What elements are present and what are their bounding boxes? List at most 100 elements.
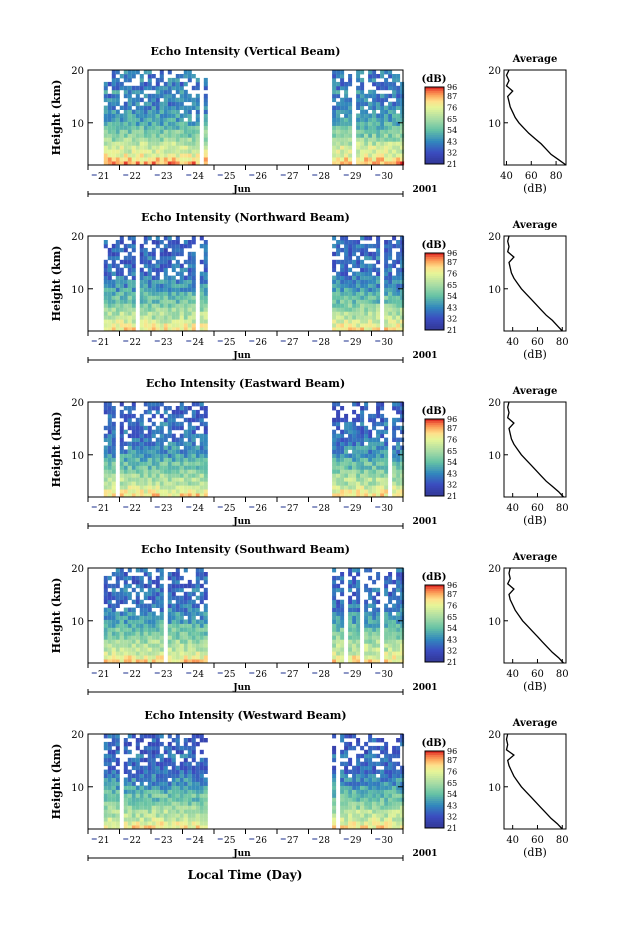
heatmap-cell: [400, 651, 405, 656]
heatmap-cell: [119, 639, 124, 644]
heatmap-cell: [119, 145, 124, 150]
heatmap-cell: [127, 327, 132, 332]
heatmap-cell: [155, 631, 160, 636]
heatmap-cell: [183, 323, 188, 328]
heatmap-cell: [368, 437, 373, 442]
heatmap-cell: [123, 93, 128, 99]
heatmap-cell: [372, 599, 377, 605]
heatmap-cell: [348, 157, 353, 162]
colorbar-tick-label: 96: [447, 747, 457, 756]
heatmap-cell: [143, 635, 148, 640]
heatmap-cell: [388, 129, 393, 134]
heatmap-cell: [332, 461, 337, 466]
heatmap-cell: [135, 797, 140, 802]
heatmap-cell: [199, 283, 204, 288]
profile-line: [505, 733, 563, 830]
heatmap-cell: [191, 85, 196, 91]
heatmap-cell: [392, 453, 397, 458]
heatmap-cell: [147, 469, 152, 474]
heatmap-cell: [159, 113, 164, 118]
heatmap-cell: [123, 805, 128, 810]
heatmap-cell: [199, 433, 204, 439]
heatmap-cell: [400, 583, 405, 589]
heatmap-cell: [203, 283, 208, 288]
heatmap-cell: [388, 109, 393, 114]
heatmap-cell: [107, 809, 112, 814]
heatmap-cell: [127, 813, 132, 818]
heatmap-cell: [376, 251, 381, 257]
heatmap-cell: [203, 295, 208, 300]
heatmap-cell: [123, 283, 128, 288]
heatmap-cell: [115, 579, 120, 585]
heatmap-cell: [139, 773, 144, 778]
heatmap-cell: [203, 271, 208, 276]
heatmap-cell: [143, 125, 148, 130]
heatmap-cell: [392, 445, 397, 450]
heatmap-cell: [191, 307, 196, 312]
heatmap-cell: [400, 97, 405, 103]
heatmap-cell: [364, 445, 369, 450]
heatmap-cell: [163, 489, 168, 494]
heatmap-cell: [171, 323, 176, 328]
heatmap-cell: [388, 157, 393, 162]
heatmap-cell: [111, 307, 116, 312]
heatmap-cell: [183, 793, 188, 798]
heatmap-cell: [191, 738, 196, 743]
heatmap-cell: [175, 738, 180, 743]
x-tick-label: 22: [130, 338, 141, 348]
heatmap-cell: [340, 287, 345, 292]
heatmap-cell: [171, 149, 176, 154]
heatmap-cell: [123, 129, 128, 134]
heatmap-cell: [175, 789, 180, 794]
heatmap-cell: [107, 655, 112, 660]
heatmap-cell: [135, 445, 140, 450]
heatmap-cell: [107, 457, 112, 462]
heatmap-cell: [332, 267, 337, 273]
heatmap-cell: [115, 749, 120, 755]
colorbar-band: [425, 756, 444, 760]
heatmap-cell: [388, 295, 393, 300]
heatmap-cell: [400, 402, 405, 407]
heatmap-cell: [175, 457, 180, 462]
heatmap-cell: [183, 659, 188, 664]
heatmap-cell: [392, 279, 397, 284]
heatmap-cell: [147, 263, 152, 269]
heatmap-cell: [103, 457, 108, 462]
heatmap-cell: [400, 773, 405, 778]
heatmap-cell: [103, 327, 108, 332]
heatmap-cell: [384, 777, 389, 782]
heatmap-cell: [147, 623, 152, 628]
heatmap-cell: [171, 465, 176, 470]
heatmap-cell: [364, 777, 369, 782]
heatmap-cell: [203, 279, 208, 284]
heatmap-cell: [344, 307, 349, 312]
heatmap-cell: [396, 485, 401, 490]
heatmap-cell: [179, 595, 184, 601]
heatmap-cell: [143, 607, 148, 612]
heatmap-cell: [364, 481, 369, 486]
heatmap-cell: [115, 817, 120, 822]
heatmap-cell: [115, 647, 120, 652]
heatmap-cell: [139, 441, 144, 446]
heatmap-cell: [175, 639, 180, 644]
colorbar-band: [425, 125, 444, 128]
heatmap-cell: [372, 97, 377, 103]
heatmap-cell: [372, 445, 377, 450]
heatmap-cell: [380, 781, 385, 786]
heatmap-cell: [171, 255, 176, 261]
heatmap-cell: [384, 133, 389, 138]
heatmap-cell: [139, 781, 144, 786]
heatmap-cell: [151, 765, 156, 771]
heatmap-cell: [364, 125, 369, 130]
colorbar-band: [425, 293, 444, 296]
colorbar-band: [425, 440, 444, 443]
heatmap-cell: [115, 761, 120, 767]
heatmap-cell: [352, 809, 357, 814]
heatmap-cell: [103, 153, 108, 158]
heatmap-cell: [392, 117, 397, 122]
heatmap-cell: [179, 409, 184, 415]
heatmap-cell: [119, 315, 124, 320]
heatmap-cell: [191, 603, 196, 608]
heatmap-cell: [135, 121, 140, 126]
y-axis-label: Height (km): [50, 412, 63, 488]
